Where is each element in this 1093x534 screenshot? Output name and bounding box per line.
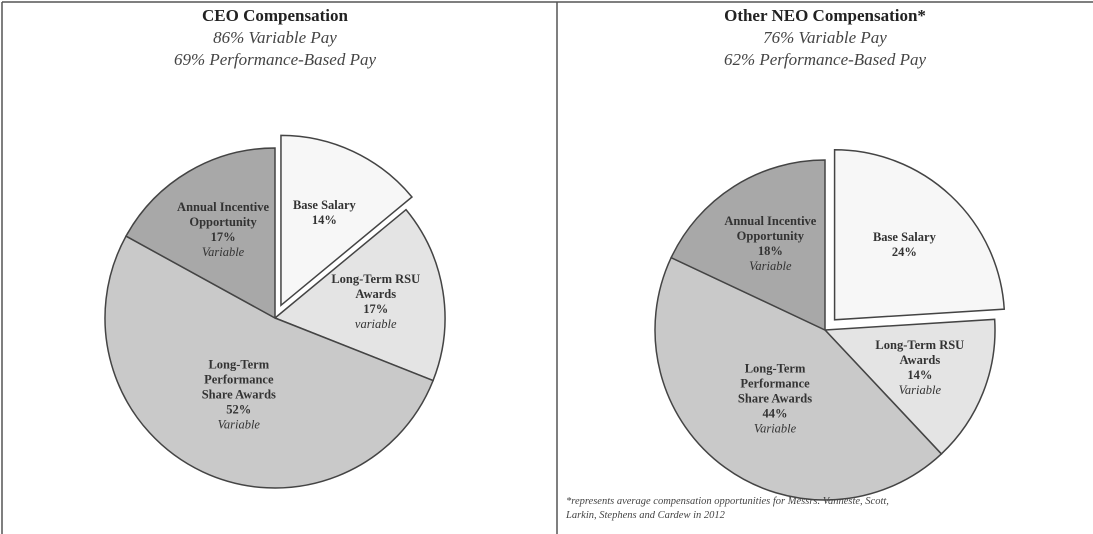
pie-slice [125,147,276,320]
slice-label: Long-Term RSU Awards 17% variable [326,272,426,332]
slice-note: Variable [753,421,797,436]
pie-slice [823,318,996,455]
category-label: Long-Term Performance Share Awards [737,361,813,406]
category-label: Annual Incentive Opportunity [724,213,817,243]
category-label: Long-Term RSU Awards [875,337,965,367]
slice-note: Variable [201,245,245,260]
pie-slice [104,235,435,489]
pie-slice [670,159,826,332]
title-block: Other NEO Compensation* 76% Variable Pay 6… [625,5,1025,71]
category-label: Base Salary [292,198,356,213]
value-label: 14% [311,213,337,228]
pie-slice [273,208,446,382]
slice-note: Variable [898,382,941,397]
chart-title: CEO Compensation [202,6,348,25]
value-label: 52% [226,402,252,417]
value-label: 44% [762,406,788,421]
value-label: 17% [363,302,389,317]
value-label: 17% [210,230,236,245]
slice-note: Variable [217,417,260,432]
category-label: Annual Incentive Opportunity [177,200,270,230]
slice-label: Annual Incentive Opportunity 17% Variable [173,200,273,260]
slice-label: Base Salary 14% [274,198,374,228]
subtitle: 76% Variable Pay [763,28,887,47]
slice-note: variable [354,317,397,332]
slice-note: Variable [749,258,792,273]
pie-slice [280,134,414,307]
pie-slice [833,149,1006,321]
slice-label: Long-Term RSU Awards 14% Variable [870,338,970,398]
slice-label: Long-Term Performance Share Awards 52% Var… [189,357,289,432]
slice-label: Annual Incentive Opportunity 18% Variable [720,214,820,274]
category-label: Base Salary [872,230,936,245]
category-label: Long-Term Performance Share Awards [201,357,276,402]
chart-title: Other NEO Compensation* [724,6,926,25]
pie-slice [654,256,943,501]
slice-label: Long-Term Performance Share Awards 44% Var… [725,361,825,436]
title-block: CEO Compensation 86% Variable Pay 69% Perf… [75,5,475,71]
value-label: 14% [907,367,933,382]
subtitle: 86% Variable Pay [213,28,337,47]
subtitle: 69% Performance-Based Pay [173,50,377,69]
value-label: 18% [757,243,783,258]
category-label: Long-Term RSU Awards [331,272,421,302]
footnote: *represents average compensation opportu… [566,496,889,521]
subtitle: 62% Performance-Based Pay [723,50,927,69]
value-label: 24% [891,245,917,260]
slice-label: Base Salary 24% [854,230,954,260]
